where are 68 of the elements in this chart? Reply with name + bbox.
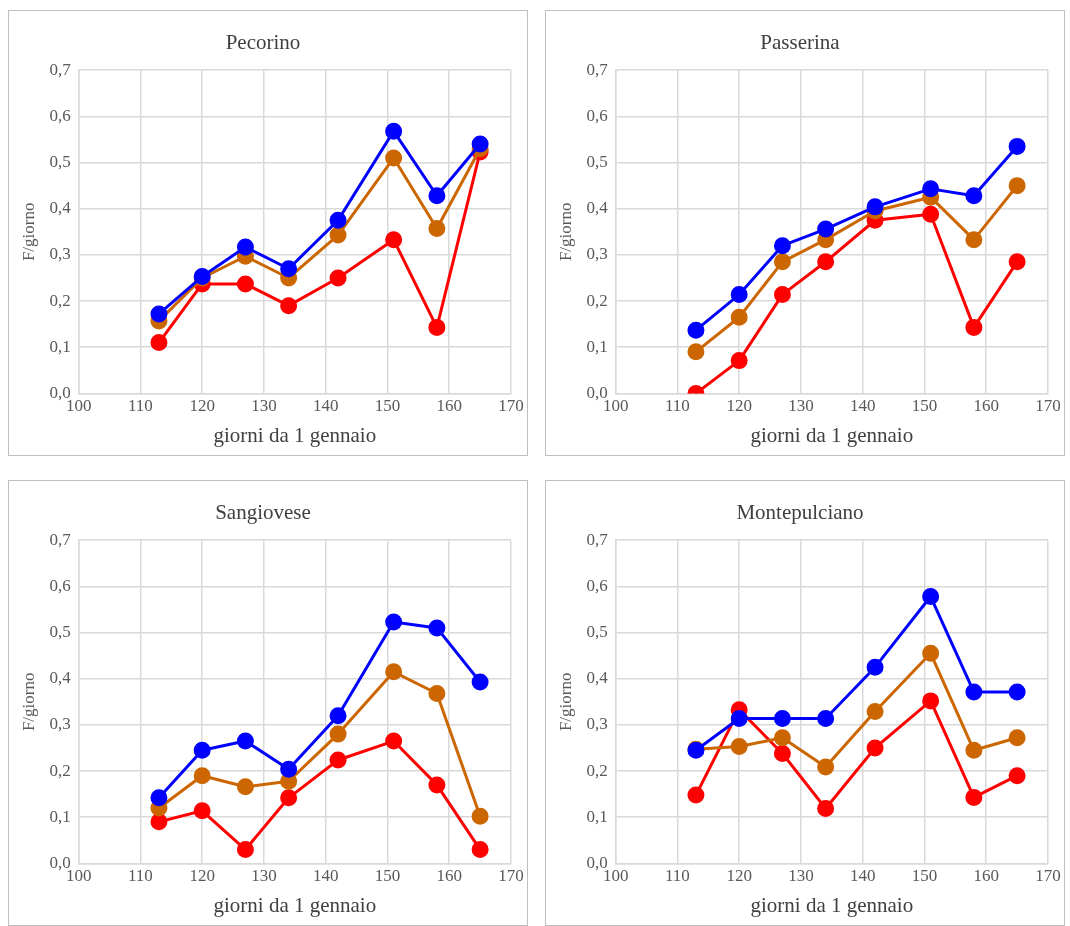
x-tick-label: 160 (436, 866, 462, 886)
y-tick-label: 0,6 (49, 575, 71, 595)
x-tick-label: 170 (1035, 866, 1061, 886)
x-tick-label: 120 (726, 396, 752, 416)
y-tick-label: 0,7 (49, 59, 72, 79)
x-tick-label: 130 (251, 866, 277, 886)
y-tick-label: 0,1 (49, 806, 71, 826)
y-axis-title: F/giorno (18, 672, 38, 732)
x-tick-label: 170 (1035, 396, 1061, 416)
y-tick-label: 0,6 (49, 105, 71, 125)
chart-title: Pecorino (225, 30, 301, 55)
y-tick-label: 0,3 (49, 244, 71, 264)
x-tick-label: 150 (374, 396, 401, 416)
y-tick-label: 0,4 (49, 668, 72, 688)
y-tick-label: 0,1 (586, 336, 608, 356)
x-tick-label: 140 (849, 396, 876, 416)
x-tick-label: 160 (973, 866, 999, 886)
x-tick-label: 120 (726, 866, 752, 886)
x-axis-title: giorni da 1 gennaio (213, 892, 377, 917)
y-tick-label: 0,3 (586, 714, 608, 734)
x-tick-label: 160 (973, 396, 999, 416)
x-tick-label: 140 (849, 866, 876, 886)
chart-title: Sangiovese (215, 500, 311, 525)
x-axis-title: giorni da 1 gennaio (750, 422, 914, 447)
chart-title: Montepulciano (736, 500, 864, 525)
y-tick-label: 0,6 (586, 105, 608, 125)
y-tick-label: 0,4 (586, 198, 609, 218)
x-tick-label: 150 (374, 866, 401, 886)
y-tick-label: 0,7 (49, 529, 72, 549)
x-tick-label: 140 (312, 866, 339, 886)
y-tick-label: 0,7 (586, 529, 609, 549)
y-tick-label: 0,3 (49, 714, 71, 734)
x-tick-label: 130 (788, 396, 814, 416)
y-axis-title: F/giorno (18, 202, 38, 262)
y-tick-label: 0,2 (49, 290, 71, 310)
x-tick-label: 110 (127, 396, 153, 416)
x-tick-label: 130 (251, 396, 277, 416)
y-tick-label: 0,2 (586, 760, 608, 780)
y-tick-label: 0,4 (586, 668, 609, 688)
y-tick-label: 0,5 (49, 152, 71, 172)
y-axis-title: F/giorno (555, 202, 575, 262)
x-tick-label: 120 (189, 396, 215, 416)
y-tick-label: 0,7 (586, 59, 609, 79)
x-tick-label: 110 (664, 396, 690, 416)
x-axis-title: giorni da 1 gennaio (213, 422, 377, 447)
y-tick-label: 0,1 (49, 336, 71, 356)
x-tick-label: 160 (436, 396, 462, 416)
y-tick-label: 0,2 (49, 760, 71, 780)
y-tick-label: 0,2 (586, 290, 608, 310)
x-axis-title: giorni da 1 gennaio (750, 892, 914, 917)
x-tick-label: 150 (911, 396, 938, 416)
y-tick-label: 0,6 (586, 575, 608, 595)
y-tick-label: 0,5 (586, 152, 608, 172)
y-tick-label: 0,5 (586, 622, 608, 642)
y-tick-label: 0,5 (49, 622, 71, 642)
y-axis-title: F/giorno (555, 672, 575, 732)
x-tick-label: 170 (498, 866, 524, 886)
x-tick-label: 140 (312, 396, 339, 416)
y-tick-label: 0,1 (586, 806, 608, 826)
x-tick-label: 120 (189, 866, 215, 886)
x-tick-label: 170 (498, 396, 524, 416)
x-tick-label: 130 (788, 866, 814, 886)
x-tick-label: 150 (911, 866, 938, 886)
chart-title: Passerina (760, 30, 841, 55)
y-tick-label: 0,3 (586, 244, 608, 264)
x-tick-label: 110 (664, 866, 690, 886)
y-tick-label: 0,4 (49, 198, 72, 218)
x-tick-label: 110 (127, 866, 153, 886)
